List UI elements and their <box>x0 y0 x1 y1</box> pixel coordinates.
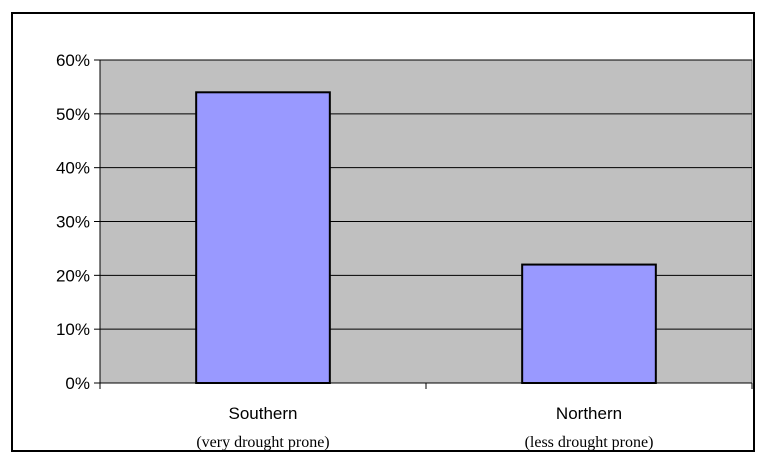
bar-northern <box>521 263 657 385</box>
x-category-label: Northern <box>556 404 622 423</box>
y-tick-label: 50% <box>56 105 90 124</box>
y-tick-label: 60% <box>56 51 90 70</box>
x-category-sublabel: (less drought prone) <box>525 434 654 451</box>
y-axis: 0% 10% 20% 30% 40% 50% 60% <box>56 51 101 393</box>
y-tick-label: 10% <box>56 320 90 339</box>
y-tick-label: 30% <box>56 213 90 232</box>
x-axis: Southern (very drought prone) Northern (les… <box>99 382 753 451</box>
y-tick-label: 0% <box>65 374 90 393</box>
x-category-label: Southern <box>229 404 298 423</box>
x-category-sublabel: (very drought prone) <box>196 434 329 451</box>
bars <box>195 91 657 385</box>
bar-southern <box>195 91 331 385</box>
y-tick-label: 20% <box>56 266 90 285</box>
y-tick-label: 40% <box>56 159 90 178</box>
